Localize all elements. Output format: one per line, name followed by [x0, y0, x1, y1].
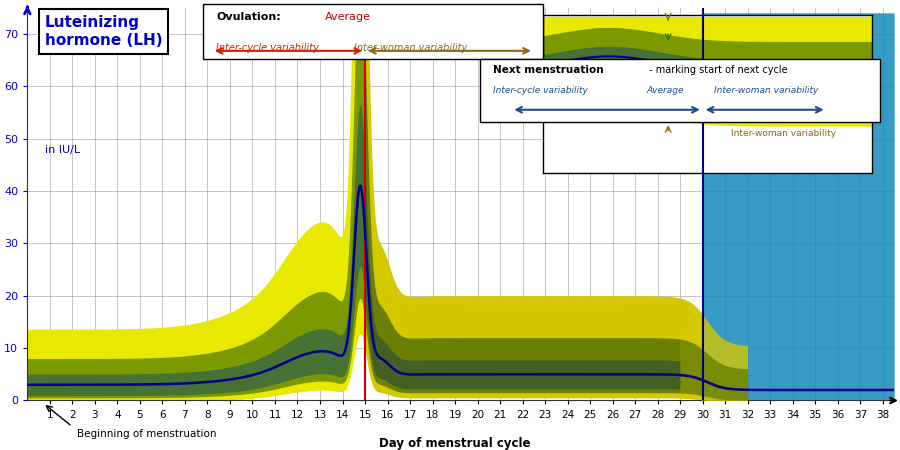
- Text: Inter-cycle variability: Inter-cycle variability: [216, 43, 320, 53]
- Text: Beginning of menstruation: Beginning of menstruation: [76, 429, 216, 439]
- Text: Luteinizing
hormone (LH): Luteinizing hormone (LH): [45, 15, 162, 48]
- FancyBboxPatch shape: [481, 58, 880, 122]
- Text: Inter-woman variability: Inter-woman variability: [714, 86, 818, 95]
- Text: Inter-cycle variability: Inter-cycle variability: [493, 86, 589, 95]
- Text: in IU/L: in IU/L: [45, 145, 80, 155]
- Text: Inter-woman variability: Inter-woman variability: [354, 43, 467, 53]
- Text: Ovulation:: Ovulation:: [216, 12, 281, 22]
- Text: Average: Average: [325, 12, 371, 22]
- Text: Average: Average: [646, 86, 684, 95]
- FancyBboxPatch shape: [203, 4, 543, 58]
- Text: - marking start of next cycle: - marking start of next cycle: [646, 65, 788, 75]
- Text: Day of menstrual cycle: Day of menstrual cycle: [379, 437, 531, 450]
- Text: Next menstruation: Next menstruation: [493, 65, 604, 75]
